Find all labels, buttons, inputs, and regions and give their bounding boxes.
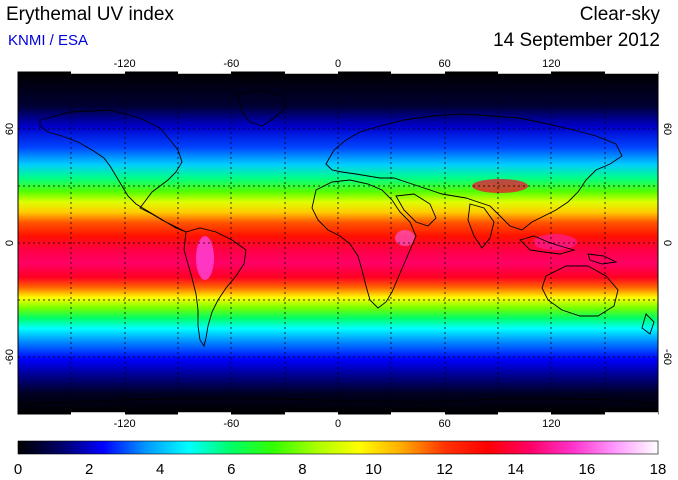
lon-label-bottom: 120 <box>542 418 560 430</box>
uv-hotspots <box>196 179 577 280</box>
graticule <box>18 72 658 414</box>
data-credit: KNMI / ESA <box>8 32 89 49</box>
eurasia-outline <box>325 113 623 231</box>
lat-label-left: 0 <box>4 240 16 246</box>
colorbar-tick-label: 16 <box>579 461 596 478</box>
lat-label-right: -60 <box>661 349 673 365</box>
africa-outline <box>311 179 417 309</box>
lat-label-right: 0 <box>661 240 673 246</box>
colorbar-tick-label: 0 <box>14 461 22 478</box>
colorbar-tick-label: 18 <box>650 461 667 478</box>
south-america-outline <box>183 227 247 348</box>
colorbar-tick-label: 8 <box>298 461 306 478</box>
new-zealand-outline <box>641 313 655 335</box>
lat-label-left: 60 <box>4 123 16 135</box>
colorbar-tick-label: 12 <box>436 461 453 478</box>
latitude-labels-right: 60 0 -60 <box>661 123 673 365</box>
map-border-ticks <box>71 71 658 415</box>
lon-label-top: 120 <box>542 58 560 70</box>
latitude-labels-left: 60 0 -60 <box>4 123 16 365</box>
lon-label-bottom: 0 <box>335 418 341 430</box>
colorbar-ticks: 0 2 4 6 8 10 12 14 16 18 <box>14 461 667 478</box>
colorbar-tick-label: 6 <box>227 461 235 478</box>
map-title: Erythemal UV index <box>6 4 174 25</box>
australia-outline <box>541 265 619 317</box>
map-date: 14 September 2012 <box>493 30 660 51</box>
antarctica-outline <box>18 397 658 405</box>
longitude-labels-top: -120 -60 0 60 120 <box>114 58 561 70</box>
longitude-labels-bottom: -120 -60 0 60 120 <box>114 418 561 430</box>
colorbar <box>17 440 659 455</box>
greenland-outline <box>237 89 287 127</box>
lon-label-bottom: -120 <box>114 418 136 430</box>
maritime-asia-outline <box>519 235 618 265</box>
colorbar-tick-label: 10 <box>365 461 382 478</box>
colorbar-tick-label: 2 <box>85 461 93 478</box>
lon-label-bottom: 60 <box>439 418 451 430</box>
south-asia-outline <box>395 193 495 249</box>
lon-label-bottom: -60 <box>223 418 239 430</box>
colorbar-tick-label: 4 <box>156 461 164 478</box>
lon-label-top: -120 <box>114 58 136 70</box>
lon-label-top: -60 <box>223 58 239 70</box>
lon-label-top: 0 <box>335 58 341 70</box>
colorbar-tick-label: 14 <box>507 461 524 478</box>
lat-label-left: -60 <box>4 349 16 365</box>
sky-condition-label: Clear-sky <box>579 4 660 25</box>
lat-label-right: 60 <box>661 123 673 135</box>
lon-label-top: 60 <box>439 58 451 70</box>
coastlines <box>18 89 658 405</box>
